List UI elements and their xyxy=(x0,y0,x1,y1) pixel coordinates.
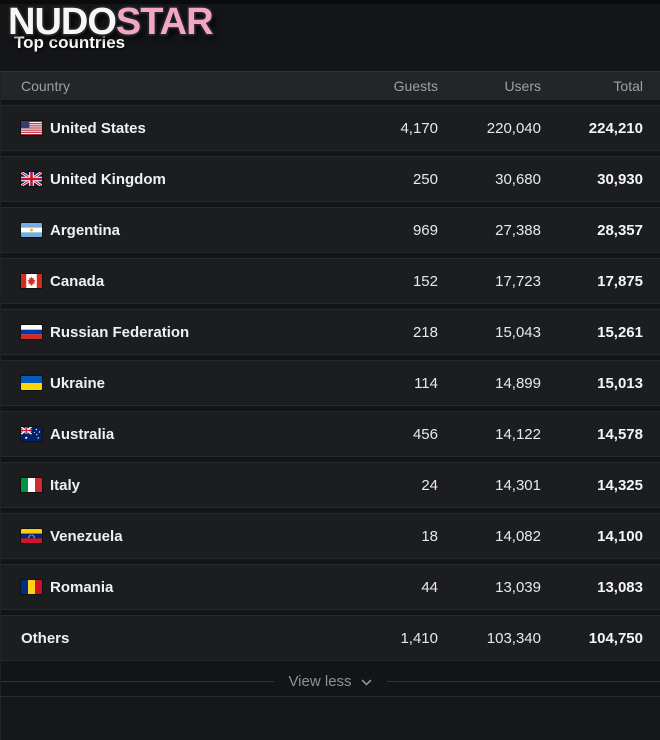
country-flag-icon xyxy=(21,223,42,237)
top-edge-strip xyxy=(0,0,660,4)
table-row: Russian Federation 218 15,043 15,261 xyxy=(1,309,660,355)
page-title: Top countries xyxy=(14,33,126,52)
users-value: 103,340 xyxy=(486,629,541,647)
total-value: 14,100 xyxy=(597,527,643,545)
country-name: Italy xyxy=(50,476,81,494)
table-row: Australia 456 14,122 14,578 xyxy=(1,411,660,457)
country-flag-icon xyxy=(21,274,42,288)
divider-line-right xyxy=(386,680,660,682)
table-body: United States 4,170 220,040 224,210 Unit… xyxy=(1,100,660,661)
users-value: 14,899 xyxy=(495,374,541,392)
guests-value: 44 xyxy=(421,578,438,596)
total-value: 15,261 xyxy=(597,323,643,341)
country-name: Argentina xyxy=(50,221,121,239)
table-row: Italy 24 14,301 14,325 xyxy=(1,462,660,508)
users-value: 14,082 xyxy=(495,527,541,545)
country-flag-icon xyxy=(21,427,42,441)
country-flag-icon xyxy=(21,478,42,492)
country-flag-icon xyxy=(21,580,42,594)
total-value: 13,083 xyxy=(597,578,643,596)
logo-text-white: NUDO xyxy=(8,1,117,43)
country-flag-icon xyxy=(21,529,42,543)
guests-value: 456 xyxy=(412,425,438,443)
bottom-spacer xyxy=(0,697,660,740)
logo-text-pink: STAR xyxy=(115,1,214,43)
column-header-country[interactable]: Country xyxy=(21,78,71,94)
users-value: 17,723 xyxy=(495,272,541,290)
site-banner: NUDOSTAR Top countries xyxy=(0,1,660,71)
total-value: 14,578 xyxy=(597,425,643,443)
guests-value: 1,410 xyxy=(400,629,438,647)
divider-line-left xyxy=(1,680,275,682)
bottom-divider xyxy=(0,696,660,697)
guests-value: 114 xyxy=(414,374,438,392)
column-header-total[interactable]: Total xyxy=(613,78,643,94)
country-flag-icon xyxy=(21,325,42,339)
column-header-users[interactable]: Users xyxy=(504,78,541,94)
country-name: Russian Federation xyxy=(50,323,190,341)
total-value: 104,750 xyxy=(588,629,643,647)
users-value: 14,301 xyxy=(495,476,541,494)
table-row: Ukraine 114 14,899 15,013 xyxy=(1,360,660,406)
country-name: Venezuela xyxy=(50,527,123,545)
table-row: Canada 152 17,723 17,875 xyxy=(1,258,660,304)
table-header-row: Country Guests Users Total xyxy=(1,71,660,100)
guests-value: 18 xyxy=(421,527,438,545)
users-value: 27,388 xyxy=(495,221,541,239)
table-row: United Kingdom 250 30,680 30,930 xyxy=(1,156,660,202)
total-value: 15,013 xyxy=(597,374,643,392)
chevron-down-icon[interactable] xyxy=(360,678,373,687)
country-name: Australia xyxy=(50,425,115,443)
site-logo[interactable]: NUDOSTAR xyxy=(8,1,214,44)
view-less-control: View less xyxy=(1,666,660,696)
users-value: 14,122 xyxy=(495,425,541,443)
users-value: 220,040 xyxy=(486,119,541,137)
country-flag-icon xyxy=(21,121,42,135)
total-value: 224,210 xyxy=(588,119,643,137)
country-flag-icon xyxy=(21,172,42,186)
total-value: 28,357 xyxy=(597,221,643,239)
users-value: 13,039 xyxy=(495,578,541,596)
guests-value: 969 xyxy=(412,221,438,239)
country-flag-icon xyxy=(21,376,42,390)
table-row: United States 4,170 220,040 224,210 xyxy=(1,105,660,151)
total-value: 17,875 xyxy=(597,272,643,290)
guests-value: 4,170 xyxy=(400,119,438,137)
country-name: Romania xyxy=(50,578,114,596)
table-row: Venezuela 18 14,082 14,100 xyxy=(1,513,660,559)
guests-value: 152 xyxy=(412,272,438,290)
country-name: Ukraine xyxy=(50,374,106,392)
view-less-button[interactable]: View less xyxy=(288,672,352,690)
top-countries-panel: Country Guests Users Total United States… xyxy=(0,71,660,696)
column-header-guests[interactable]: Guests xyxy=(393,78,438,94)
total-value: 14,325 xyxy=(597,476,643,494)
table-row: Romania 44 13,039 13,083 xyxy=(1,564,660,610)
country-name: United States xyxy=(50,119,146,137)
users-value: 15,043 xyxy=(495,323,541,341)
guests-value: 218 xyxy=(412,323,438,341)
table-row: Argentina 969 27,388 28,357 xyxy=(1,207,660,253)
guests-value: 250 xyxy=(412,170,438,188)
table-row: Others 1,410 103,340 104,750 xyxy=(1,615,660,661)
country-name: Canada xyxy=(50,272,105,290)
total-value: 30,930 xyxy=(597,170,643,188)
country-name: Others xyxy=(21,629,70,647)
users-value: 30,680 xyxy=(495,170,541,188)
guests-value: 24 xyxy=(421,476,438,494)
country-name: United Kingdom xyxy=(50,170,166,188)
